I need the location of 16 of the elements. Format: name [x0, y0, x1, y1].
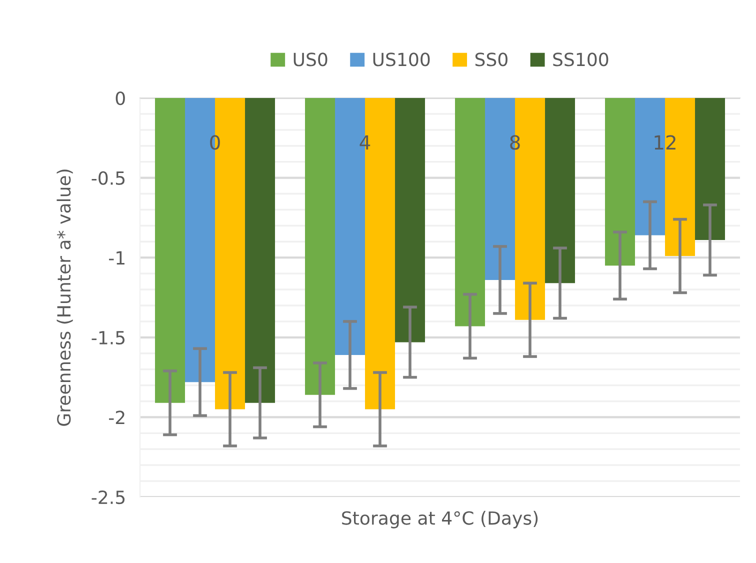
x-tick-label: 0	[210, 135, 220, 150]
legend-label: SS0	[475, 52, 508, 66]
y-tick-label: -1.5	[92, 331, 125, 345]
y-tick-label: -1	[108, 251, 124, 264]
y-axis-title: Greenness (Hunter a* value)	[56, 170, 73, 426]
y-tick-label: -2	[108, 410, 124, 424]
x-tick-label: 4	[360, 135, 370, 150]
y-tick-label: -0.5	[92, 171, 125, 185]
x-axis-title: Storage at 4°C (Days)	[342, 510, 538, 528]
legend-label: US0	[294, 52, 328, 66]
y-tick-label: 0	[116, 91, 125, 106]
x-tick-label: 8	[510, 135, 520, 150]
legend-label: US100	[373, 52, 430, 66]
y-tick-label: -2.5	[92, 490, 125, 504]
x-tick-label: 12	[654, 135, 676, 150]
legend-label: SS100	[553, 52, 608, 66]
